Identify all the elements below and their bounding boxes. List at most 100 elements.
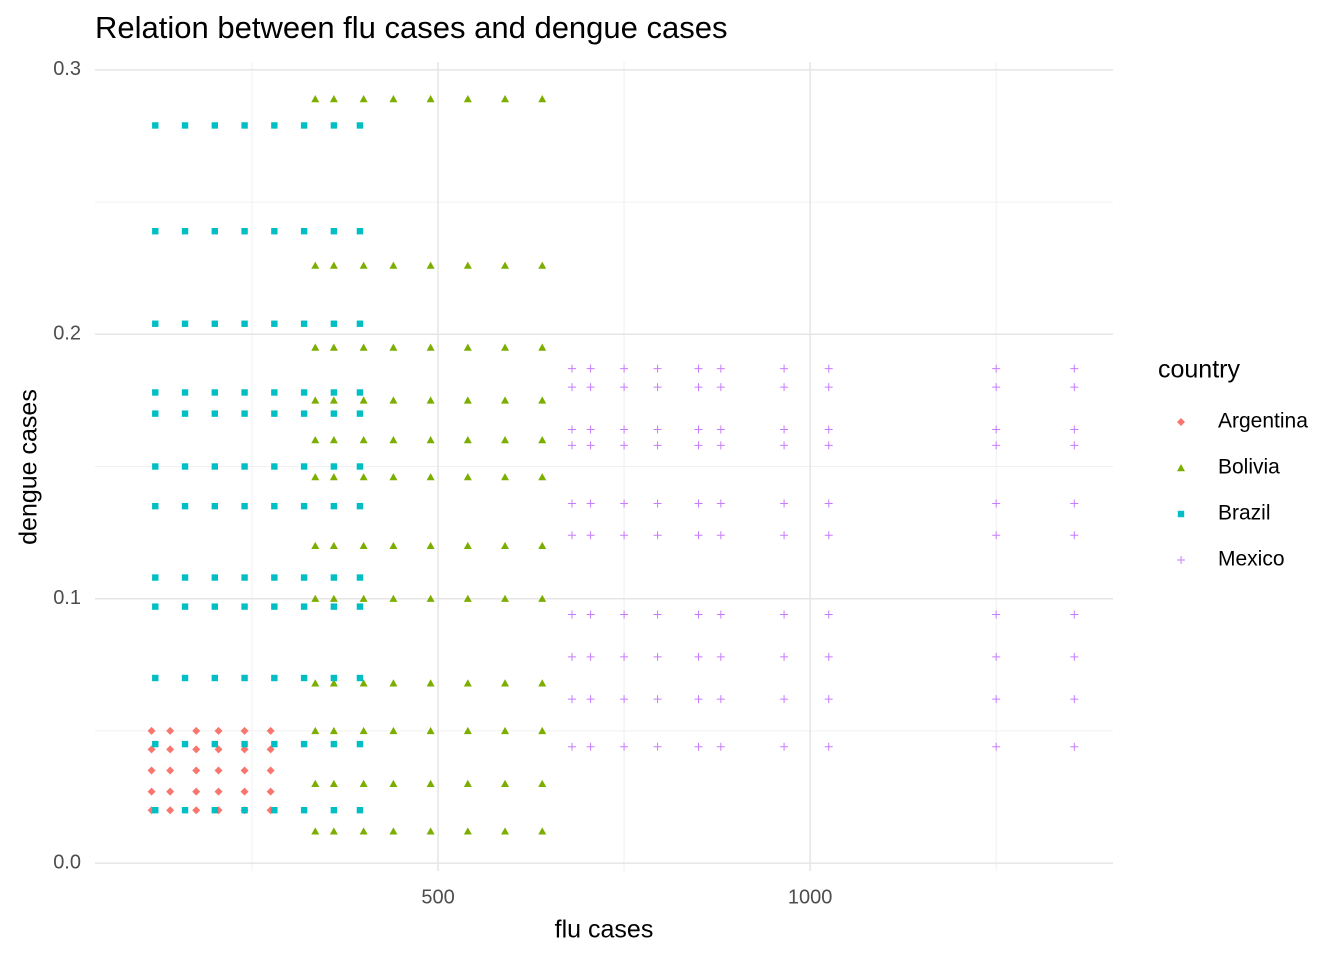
point [181,410,189,417]
point [330,806,338,814]
point [389,679,398,687]
point [538,343,547,351]
point [300,740,308,748]
point [653,441,662,450]
point [271,463,278,470]
point [192,726,201,735]
point [586,652,595,661]
point [152,603,159,610]
point [330,389,338,396]
point [1070,441,1079,450]
point [359,679,368,687]
point [586,499,595,508]
point [716,610,725,619]
point [330,228,338,235]
point [211,603,219,610]
point [359,594,368,602]
point [300,463,308,470]
point [824,695,833,704]
point [716,531,725,540]
point [426,261,435,269]
point [211,410,219,417]
point [241,603,248,610]
y-tick-label: 0.2 [53,323,81,345]
point [300,806,308,814]
point [538,679,547,687]
point [240,787,249,796]
point [329,679,338,687]
point [152,502,159,510]
y-axis-title: dengue cases [15,389,43,545]
point [356,806,364,814]
point [329,95,338,103]
point [166,766,175,775]
point [568,652,577,661]
series [152,122,364,814]
point [653,364,662,373]
point [330,463,338,470]
point [240,726,249,735]
point [568,610,577,619]
point [1070,383,1079,392]
point [311,261,320,269]
point [824,652,833,661]
point [330,574,338,581]
point [992,652,1001,661]
point [152,122,159,129]
point [501,594,510,602]
point [356,122,364,129]
point [620,441,629,450]
point [694,425,703,434]
point [241,410,248,417]
point [192,806,201,815]
point [359,726,368,735]
point [501,679,510,687]
point [192,766,201,775]
point [501,343,510,351]
legend-key [1177,464,1185,472]
point [181,603,189,610]
point [538,827,547,835]
point [329,343,338,351]
point [356,674,364,682]
point [501,396,510,404]
point [824,364,833,373]
point [300,389,308,396]
point [992,364,1001,373]
point [780,441,789,450]
point [992,531,1001,540]
point [181,740,189,748]
point [359,95,368,103]
point [463,436,472,444]
point [166,787,175,796]
point [359,827,368,835]
point [389,261,398,269]
point [271,740,278,748]
point [147,787,156,796]
point [214,745,223,754]
x-tick-label: 1000 [788,886,833,908]
point [620,695,629,704]
point [694,531,703,540]
point [538,726,547,735]
point [586,364,595,373]
point [330,740,338,748]
y-tick-label: 0.3 [53,58,81,80]
point [426,594,435,602]
point [538,261,547,269]
point [147,726,156,735]
point [329,541,338,550]
point [780,364,789,373]
point [311,726,320,735]
point [359,473,368,481]
point [389,541,398,550]
point [694,610,703,619]
point [538,779,547,787]
point [152,389,159,396]
point [992,499,1001,508]
point [501,726,510,735]
point [716,425,725,434]
point [463,679,472,687]
point [538,396,547,404]
point [266,726,275,735]
